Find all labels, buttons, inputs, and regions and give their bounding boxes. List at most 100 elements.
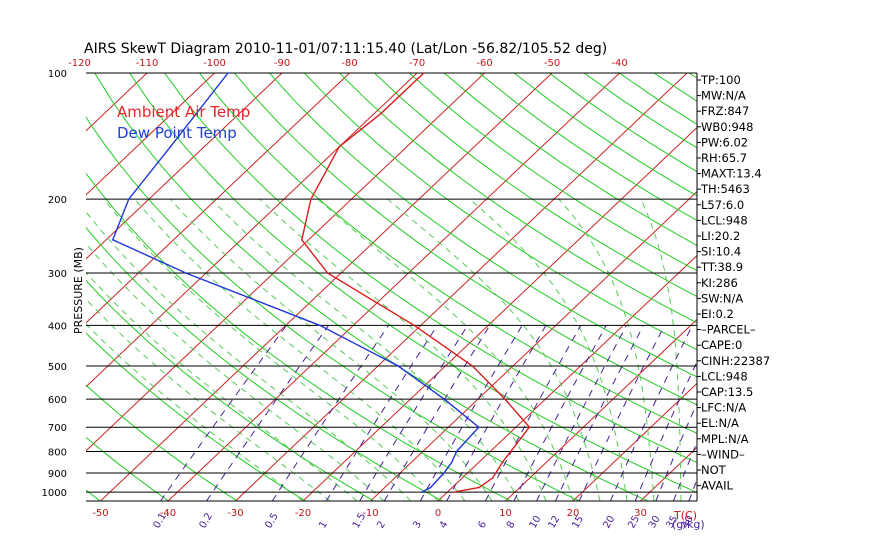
moist-adiabat-line (86, 242, 385, 501)
isotherm-line (843, 73, 870, 501)
mixing-ratio-tick: 1 (317, 519, 330, 530)
chart-title: AIRS SkewT Diagram 2010-11-01/07:11:15.4… (84, 41, 607, 57)
index-label: MPL:N/A (701, 432, 749, 446)
series-point (326, 272, 329, 274)
mixing-ratio-tick: 4 (438, 519, 451, 530)
series-point (318, 324, 321, 327)
series-point (443, 398, 446, 400)
dry-adiabat-line (478, 73, 697, 222)
mixing-ratio-line (536, 325, 628, 501)
series-point (310, 198, 312, 200)
dry-adiabat-line (304, 73, 697, 351)
dry-adiabat-line (164, 73, 697, 464)
mixing-ratio-tick: 6 (476, 519, 489, 530)
isotherm-line (86, 73, 350, 324)
series-point (127, 198, 130, 200)
index-label: CINH:22387 (701, 354, 770, 368)
isotherm-line (167, 73, 620, 501)
mixing-ratio-line (325, 325, 438, 501)
dry-adiabat-line (269, 73, 697, 378)
mixing-ratio-line (383, 325, 491, 501)
index-label: TT:38.9 (700, 260, 743, 274)
isotherm-line (86, 73, 215, 196)
pressure-tick-label: 200 (48, 195, 67, 206)
index-label: TP:100 (700, 73, 741, 87)
index-label: TH:5463 (700, 182, 750, 196)
mixing-ratio-tick: 2 (375, 519, 388, 530)
mixing-ratio-tick: 0.2 (198, 511, 215, 530)
dry-adiabat-line (86, 279, 375, 501)
temp-tick-top: -80 (341, 58, 357, 69)
mixing-ratio-tick: 10 (528, 514, 544, 531)
temp-tick-top: -60 (476, 58, 492, 69)
mixing-ratio-tick: 0.5 (263, 511, 280, 530)
pressure-tick-label: 500 (48, 362, 67, 373)
isotherm-line (505, 318, 697, 501)
isotherm-line (0, 73, 12, 501)
index-label: EL:N/A (701, 416, 739, 430)
isotherm-line (86, 73, 283, 260)
moist-adiabat-line (640, 198, 682, 501)
dry-adiabat-line (86, 384, 238, 501)
moist-adiabat-line (86, 211, 412, 501)
moist-adiabat-line (86, 271, 358, 501)
mixing-ratio-unit-label: (g/kg) (672, 518, 705, 531)
dry-adiabat-line (199, 73, 697, 434)
series-point (477, 426, 480, 429)
index-label: MW:N/A (701, 89, 746, 103)
index-label: –PARCEL– (701, 323, 756, 337)
index-label: SI:10.4 (701, 245, 741, 259)
moist-adiabat-line (469, 198, 628, 501)
index-label: RH:65.7 (701, 151, 747, 165)
mixing-ratio-tick: 8 (505, 519, 518, 530)
dry-adiabat-line (86, 436, 169, 501)
dry-adiabat-line (86, 489, 101, 501)
index-label: KI:286 (701, 276, 738, 290)
moist-adiabat-line (387, 198, 601, 501)
temp-tick-bottom: -10 (362, 508, 378, 519)
temp-tick-bottom: -50 (92, 508, 108, 519)
dew-point-temp-line (111, 72, 480, 493)
series-point (478, 486, 481, 489)
index-label: WB0:948 (701, 120, 753, 134)
pressure-tick-label: 900 (48, 469, 67, 480)
index-label: NOT (701, 463, 727, 477)
mixing-ratio-tick: 20 (601, 514, 617, 531)
temp-tick-bottom: 10 (499, 508, 512, 519)
index-label: CAPE:0 (701, 338, 742, 352)
pressure-tick-label: 400 (48, 321, 67, 332)
t-axis-unit-label: T(C) (673, 509, 697, 522)
background-grid (0, 73, 870, 501)
pressure-tick-label: 700 (48, 423, 67, 434)
dry-adiabat-line (339, 73, 697, 324)
mixing-ratio-tick: 3 (411, 519, 424, 530)
temp-tick-top: -110 (136, 58, 159, 69)
series-point (169, 146, 172, 148)
mixing-ratio-line (419, 325, 523, 501)
isotherm-line (100, 73, 553, 501)
moist-adiabat-line (211, 198, 520, 501)
isotherm-line (235, 73, 688, 501)
temp-tick-bottom: -40 (160, 508, 176, 519)
series-point (413, 324, 415, 327)
index-label: EI:0.2 (701, 307, 734, 321)
index-label: FRZ:847 (701, 104, 749, 118)
moist-adiabat-line (558, 198, 655, 501)
dry-adiabat-line (374, 73, 697, 298)
index-label: L57:6.0 (701, 198, 744, 212)
moist-adiabat-line (259, 198, 547, 501)
dry-adiabat-line (86, 172, 512, 501)
series-point (491, 477, 494, 479)
series-point (423, 72, 425, 74)
dry-adiabat-line (94, 73, 648, 501)
y-axis-label: PRESSURE (MB) (72, 247, 85, 334)
pressure-tick-label: 1000 (42, 488, 67, 499)
temp-tick-top: -70 (409, 58, 425, 69)
dry-adiabat-line (129, 73, 697, 494)
series-point (112, 239, 114, 241)
isotherm-line (370, 190, 697, 501)
index-label: LCL:948 (701, 213, 748, 227)
dry-adiabat-line (86, 116, 580, 501)
